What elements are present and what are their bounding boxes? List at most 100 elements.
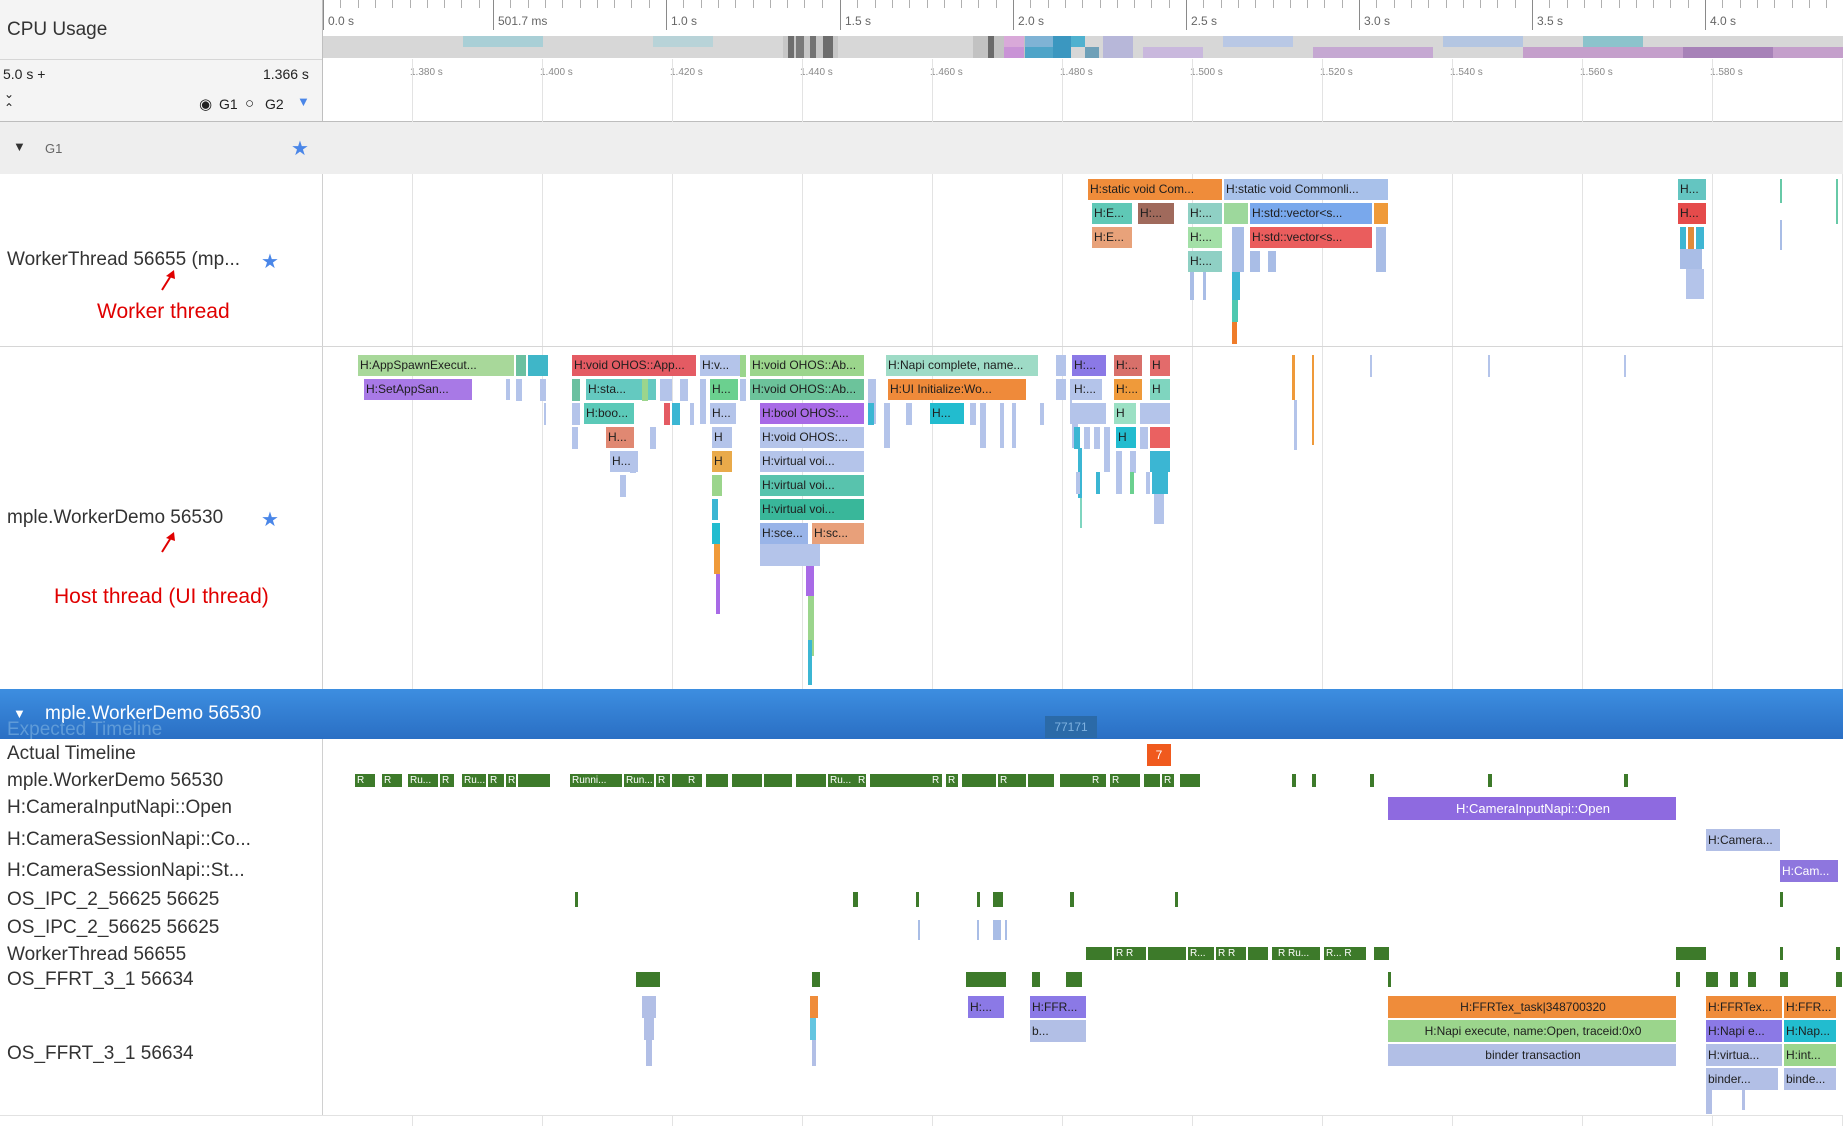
trace-slice-sliver[interactable] <box>528 355 548 376</box>
ffrt-slice[interactable]: H:FFRTex... <box>1706 996 1782 1018</box>
trace-slice-sliver[interactable] <box>1104 427 1110 472</box>
thread-state-running[interactable]: Ru... <box>462 774 486 787</box>
ffrt-slice[interactable]: H:virtua... <box>1706 1044 1782 1066</box>
trace-slice[interactable]: H <box>1150 355 1170 376</box>
group-dropdown-icon[interactable]: ▼ <box>297 94 310 109</box>
ffrt-slice[interactable]: binde... <box>1784 1068 1836 1090</box>
thread-state-running[interactable] <box>1144 774 1160 787</box>
trace-slice-sliver[interactable] <box>1780 179 1782 203</box>
thread-state-running[interactable] <box>1676 947 1706 960</box>
trace-slice-sliver[interactable] <box>716 574 720 614</box>
trace-slice-sliver[interactable] <box>1150 451 1170 472</box>
g1-star-icon[interactable]: ★ <box>291 138 309 160</box>
trace-slice-sliver[interactable] <box>1624 355 1626 377</box>
thread-state-running[interactable] <box>1060 774 1090 787</box>
trace-slice-sliver[interactable] <box>1680 227 1686 249</box>
trace-slice-sliver[interactable] <box>642 996 656 1018</box>
trace-slice[interactable]: H:... <box>1114 355 1142 376</box>
radio-g1[interactable]: ◉ <box>199 96 213 113</box>
thread-state-running[interactable]: R R <box>1216 947 1246 960</box>
trace-slice[interactable]: H:sta... <box>586 379 656 400</box>
trace-slice[interactable]: H:virtual voi... <box>760 475 864 496</box>
thread-state-running[interactable]: R <box>656 774 670 787</box>
trace-slice-sliver[interactable] <box>1706 972 1718 987</box>
thread-state-running[interactable] <box>1386 947 1389 960</box>
trace-slice-sliver[interactable] <box>1374 203 1388 224</box>
ffrt-slice[interactable]: b... <box>1030 1020 1086 1042</box>
trace-slice-sliver[interactable] <box>712 523 720 544</box>
trace-slice-sliver[interactable] <box>966 972 1006 987</box>
ffrt-slice[interactable]: H:... <box>968 996 1004 1018</box>
trace-slice-sliver[interactable] <box>1688 227 1694 249</box>
ffrt-slice[interactable]: H:FFR... <box>1784 996 1836 1018</box>
thread-state-running[interactable]: R <box>686 774 702 787</box>
trace-slice-sliver[interactable] <box>1780 972 1788 987</box>
trace-slice-sliver[interactable] <box>1130 451 1136 473</box>
trace-slice[interactable]: H:virtual voi... <box>760 451 864 472</box>
expected-timeline-name[interactable]: Expected Timeline <box>7 719 163 740</box>
thread-state-running[interactable] <box>796 774 826 787</box>
thread-state-running[interactable]: R <box>856 774 866 787</box>
thread-state-running[interactable]: R Ru... <box>1276 947 1320 960</box>
thread-state-running[interactable]: R... R <box>1324 947 1366 960</box>
trace-slice[interactable]: H:... <box>1188 251 1222 272</box>
trace-slice[interactable]: H:static void Com... <box>1088 179 1222 200</box>
trace-slice[interactable]: H <box>712 427 732 448</box>
trace-slice-sliver[interactable] <box>808 640 812 685</box>
trace-slice-sliver[interactable] <box>1140 427 1148 449</box>
thread-state-running[interactable] <box>1148 947 1186 960</box>
trace-slice-sliver[interactable] <box>1096 472 1100 494</box>
trace-slice[interactable]: H <box>1150 379 1170 400</box>
g1-collapse-icon[interactable]: ▼ <box>13 139 26 154</box>
trace-slice-sliver[interactable] <box>1780 220 1782 250</box>
ffrt-slice[interactable]: H:Nap... <box>1784 1020 1836 1042</box>
trace-slice-sliver[interactable] <box>1032 972 1040 987</box>
thread-state-running[interactable] <box>1028 774 1054 787</box>
radio-g2[interactable]: ○ <box>245 95 255 112</box>
thread-state-running[interactable] <box>870 774 884 787</box>
thread-state-running[interactable]: R <box>355 774 375 787</box>
trace-slice-sliver[interactable] <box>1000 403 1004 448</box>
thread-state-running[interactable] <box>672 774 686 787</box>
trace-slice-sliver[interactable] <box>1152 472 1168 494</box>
trace-slice-sliver[interactable] <box>642 379 648 401</box>
os-ipc-row-label[interactable]: OS_IPC_2_56625 56625 <box>7 889 220 910</box>
trace-slice[interactable]: H:std::vector<s... <box>1250 227 1372 248</box>
trace-slice-sliver[interactable] <box>712 499 718 520</box>
trace-slice-sliver[interactable] <box>516 379 522 401</box>
thread-state-running[interactable] <box>1086 947 1112 960</box>
trace-slice[interactable]: H... <box>710 379 738 400</box>
trace-slice-sliver[interactable] <box>1294 400 1297 450</box>
cpu-usage-bar[interactable] <box>323 36 1843 58</box>
trace-slice[interactable]: H:sc... <box>812 523 864 544</box>
trace-slice-sliver[interactable] <box>1070 892 1074 907</box>
trace-slice-sliver[interactable] <box>1836 179 1838 224</box>
trace-slice-sliver[interactable] <box>1388 972 1391 987</box>
thread-state-running[interactable]: R <box>382 774 402 787</box>
trace-slice-sliver[interactable] <box>1140 403 1170 424</box>
thread-state-running[interactable]: R... <box>1188 947 1214 960</box>
ffrt-slice[interactable]: binder... <box>1706 1068 1778 1090</box>
thread-state-running[interactable]: R <box>946 774 958 787</box>
thread-state-running[interactable] <box>1180 774 1200 787</box>
trace-slice[interactable]: H:void OHOS::Ab... <box>750 355 864 376</box>
trace-slice[interactable]: H:bool OHOS:... <box>760 403 864 424</box>
trace-slice-sliver[interactable] <box>572 427 578 449</box>
trace-slice-sliver[interactable] <box>540 379 546 401</box>
trace-slice-sliver[interactable] <box>572 403 580 425</box>
trace-slice-sliver[interactable] <box>714 544 720 574</box>
trace-slice-sliver[interactable] <box>970 403 976 425</box>
trace-slice-sliver[interactable] <box>1080 498 1082 528</box>
trace-slice-sliver[interactable] <box>993 920 1001 940</box>
thread-state-running[interactable] <box>1292 774 1296 787</box>
trace-slice-sliver[interactable] <box>544 403 546 425</box>
thread-state-running[interactable]: R <box>1110 774 1140 787</box>
trace-slice-sliver[interactable] <box>1376 227 1386 272</box>
trace-slice-sliver[interactable] <box>630 451 636 473</box>
ffrt-slice[interactable]: binder transaction <box>1388 1044 1676 1066</box>
thread-state-running[interactable]: Run... <box>624 774 654 787</box>
trace-slice-sliver[interactable] <box>1232 300 1238 322</box>
thread-state-running[interactable] <box>1248 947 1268 960</box>
trace-slice-sliver[interactable] <box>806 566 814 596</box>
trace-slice[interactable]: H:static void Commonli... <box>1224 179 1388 200</box>
